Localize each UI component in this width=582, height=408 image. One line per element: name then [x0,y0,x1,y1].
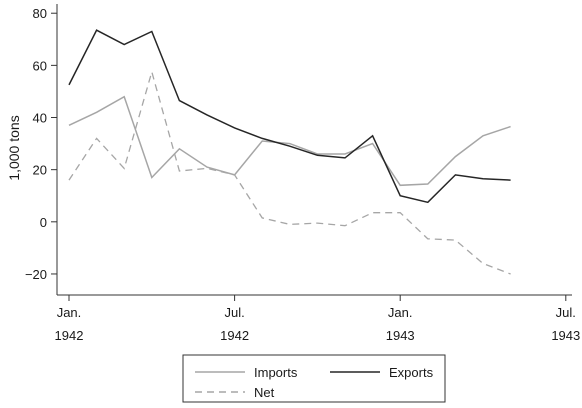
series-line-exports [68,29,511,204]
y-tick-label: 40 [33,111,47,126]
y-tick-label: 60 [33,58,47,73]
legend-label-net: Net [254,385,275,400]
x-ticks: Jan. 1942 Jul. 1942 Jan. 1943 Jul. 1943 [55,295,580,343]
x-tick-label-year: 1943 [551,328,580,343]
y-ticks: −20 0 20 40 60 80 [25,6,57,282]
legend-label-imports: Imports [254,365,298,380]
x-tick-label-year: 1943 [386,328,415,343]
x-tick-label-year: 1942 [55,328,84,343]
x-tick-label-month: Jul. [556,305,576,320]
legend: Imports Exports Net [182,354,446,403]
y-tick-label: 0 [40,215,47,230]
legend-box [182,354,446,403]
legend-label-exports: Exports [389,365,434,380]
series-line-imports [68,95,511,187]
x-tick-label-month: Jul. [224,305,244,320]
y-tick-label: 80 [33,6,47,21]
x-tick-label-month: Jan. [57,305,82,320]
y-tick-label: 20 [33,163,47,178]
series-lines [68,29,511,275]
y-tick-label: −20 [25,267,47,282]
x-tick-label-month: Jan. [388,305,413,320]
y-axis-label: 1,000 tons [6,115,22,180]
x-tick-label-year: 1942 [220,328,249,343]
series-line-net [68,69,511,275]
